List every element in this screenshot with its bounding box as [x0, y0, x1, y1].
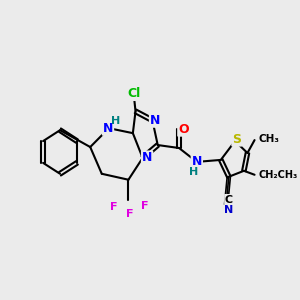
Text: H: H: [189, 167, 198, 177]
Text: H: H: [111, 116, 121, 126]
Text: N: N: [103, 122, 113, 135]
Text: F: F: [126, 209, 134, 219]
Text: CH₂CH₃: CH₂CH₃: [258, 170, 297, 180]
Text: O: O: [178, 123, 189, 136]
Text: N: N: [150, 114, 160, 127]
Text: S: S: [232, 133, 241, 146]
Text: CH₃: CH₃: [258, 134, 279, 144]
Text: C: C: [225, 194, 233, 205]
Text: F: F: [141, 202, 148, 212]
Text: N: N: [142, 152, 152, 164]
Text: N: N: [224, 206, 233, 215]
Text: Cl: Cl: [127, 87, 140, 100]
Text: F: F: [110, 202, 117, 212]
Text: N: N: [192, 155, 202, 168]
